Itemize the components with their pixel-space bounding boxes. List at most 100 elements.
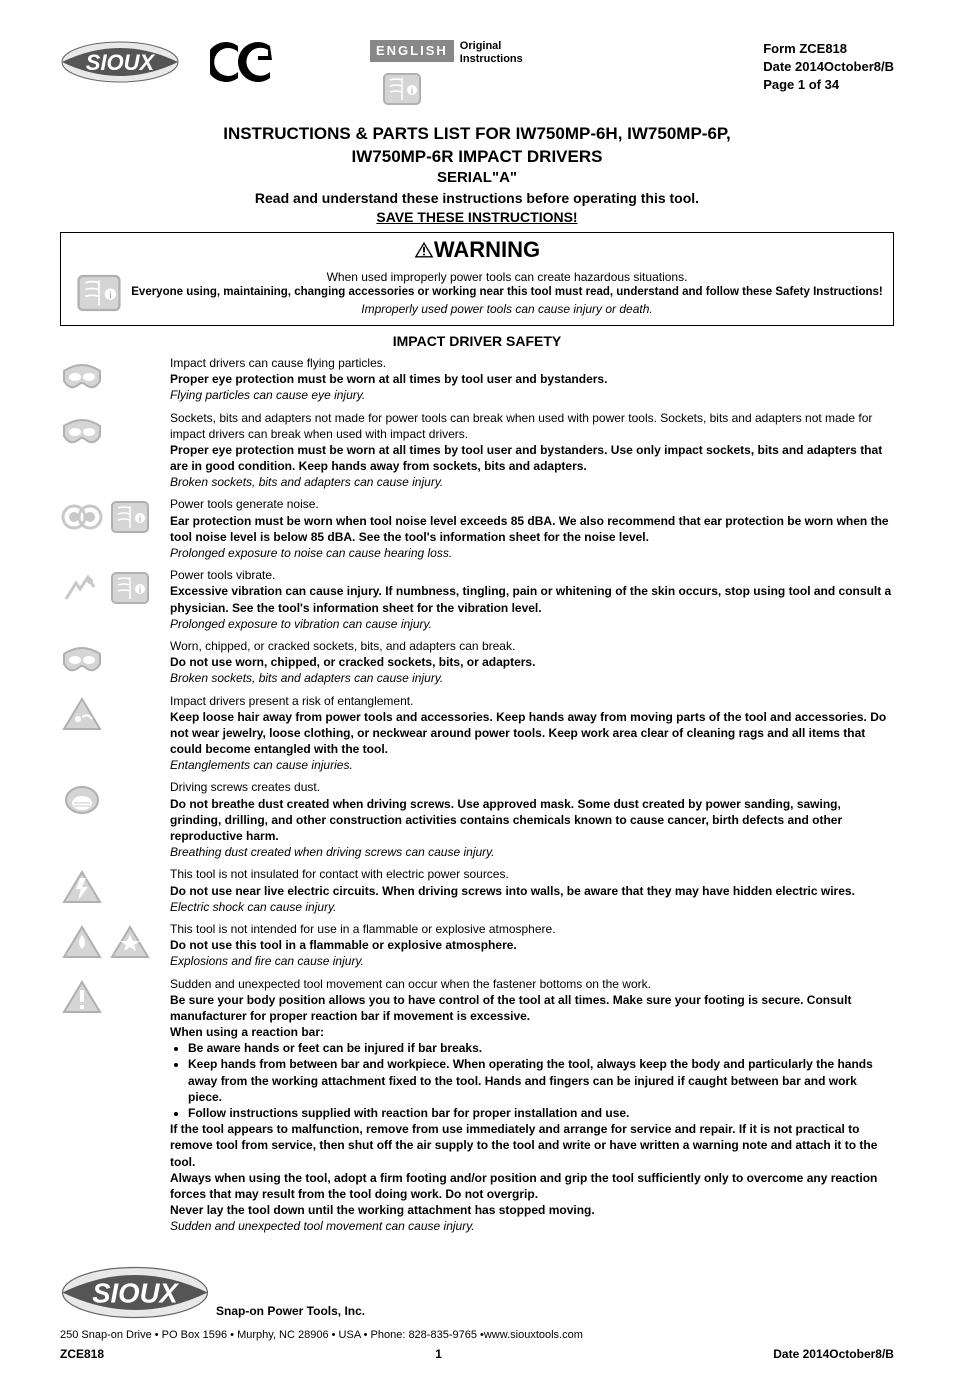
footer-pageno: 1 [435,1346,442,1362]
safety-bold: Keep loose hair away from power tools an… [170,709,894,758]
warning-manual-icon [69,269,129,317]
vibration-icon [60,569,104,607]
language-block: ENGLISH Original Instructions [370,40,523,113]
safety-bold: Proper eye protection must be worn at al… [170,371,894,387]
safety-icons [60,921,170,970]
safety-bold: Excessive vibration can cause injury. If… [170,583,894,615]
goggles-icon [60,640,104,678]
manual-icon [108,498,152,536]
safety-bold: Do not use near live electric circuits. … [170,883,894,899]
electric-icon [60,868,104,906]
safety-item: This tool is not intended for use in a f… [60,921,894,970]
reaction-bold3: If the tool appears to malfunction, remo… [170,1121,894,1170]
goggles-icon [60,357,104,395]
safety-text: This tool is not insulated for contact w… [170,866,894,915]
form-date: Date 2014October8/B [763,58,894,76]
footer-form: ZCE818 [60,1346,104,1362]
safety-bold: Proper eye protection must be worn at al… [170,442,894,474]
page-header: ENGLISH Original Instructions Form ZCE81… [60,40,894,113]
safety-text: Driving screws creates dust.Do not breat… [170,779,894,860]
title-line1: INSTRUCTIONS & PARTS LIST FOR IW750MP-6H… [60,123,894,146]
ce-mark-icon [210,40,290,88]
warning-line2: Everyone using, maintaining, changing ac… [129,285,885,301]
safety-text: Impact drivers can cause flying particle… [170,355,894,404]
reaction-italic: Sudden and unexpected tool movement can … [170,1218,894,1234]
reaction-plain: Sudden and unexpected tool movement can … [170,976,894,992]
safety-icons [60,355,170,404]
safety-icons [60,496,170,561]
mask-icon [60,781,104,819]
safety-bold: Do not use worn, chipped, or cracked soc… [170,654,894,670]
safety-plain: This tool is not insulated for contact w… [170,866,894,882]
warning-title: WARNING [61,233,893,265]
safety-plain: Impact drivers present a risk of entangl… [170,693,894,709]
footer-logo [60,1265,210,1320]
safety-italic: Prolonged exposure to noise can cause he… [170,545,894,561]
safety-icons [60,567,170,632]
section-title: IMPACT DRIVER SAFETY [60,332,894,351]
safety-italic: Broken sockets, bits and adapters can ca… [170,670,894,686]
reaction-bold4: Always when using the tool, adopt a firm… [170,1170,894,1202]
safety-plain: Sockets, bits and adapters not made for … [170,410,894,442]
safety-text: Power tools vibrate.Excessive vibration … [170,567,894,632]
warning-box: WARNING When used improperly power tools… [60,232,894,326]
safety-italic: Explosions and fire can cause injury. [170,953,894,969]
reaction-icons [60,976,170,1235]
footer-company: Snap-on Power Tools, Inc. [216,1303,365,1319]
safety-plain: Power tools generate noise. [170,496,894,512]
safety-italic: Prolonged exposure to vibration can caus… [170,616,894,632]
safety-item: Power tools generate noise.Ear protectio… [60,496,894,561]
safety-item: Sockets, bits and adapters not made for … [60,410,894,491]
lang-sub2: Instructions [460,53,523,65]
reaction-text: Sudden and unexpected tool movement can … [170,976,894,1235]
brand-logo [60,40,180,88]
manual-icon [108,569,152,607]
safety-item: This tool is not insulated for contact w… [60,866,894,915]
safety-plain: Power tools vibrate. [170,567,894,583]
reaction-bullet: Be aware hands or feet can be injured if… [188,1040,894,1056]
safety-item: Impact drivers present a risk of entangl… [60,693,894,774]
safety-icons [60,866,170,915]
reaction-bullets: Be aware hands or feet can be injured if… [188,1040,894,1121]
reaction-bullet: Follow instructions supplied with reacti… [188,1105,894,1121]
safety-italic: Broken sockets, bits and adapters can ca… [170,474,894,490]
title-block: INSTRUCTIONS & PARTS LIST FOR IW750MP-6H… [60,123,894,227]
safety-text: Worn, chipped, or cracked sockets, bits,… [170,638,894,687]
safety-item: Power tools vibrate.Excessive vibration … [60,567,894,632]
entangle-icon [60,695,104,733]
safety-text: Power tools generate noise.Ear protectio… [170,496,894,561]
safety-icons [60,779,170,860]
form-id: Form ZCE818 [763,40,894,58]
footer-date: Date 2014October8/B [773,1346,894,1362]
lang-sub1: Original [460,40,502,52]
reaction-bullet: Keep hands from between bar and workpiec… [188,1056,894,1105]
safety-italic: Flying particles can cause eye injury. [170,387,894,403]
reaction-bold2: When using a reaction bar: [170,1024,894,1040]
safety-icons [60,638,170,687]
page-footer: Snap-on Power Tools, Inc. 250 Snap-on Dr… [60,1265,894,1363]
safety-italic: Electric shock can cause injury. [170,899,894,915]
safety-plain: This tool is not intended for use in a f… [170,921,894,937]
fire-icon [60,923,104,961]
safety-italic: Entanglements can cause injuries. [170,757,894,773]
safety-icons [60,410,170,491]
safety-icons [60,693,170,774]
safety-plain: Impact drivers can cause flying particle… [170,355,894,371]
safety-bold: Do not use this tool in a flammable or e… [170,937,894,953]
title-line2: IW750MP-6R IMPACT DRIVERS [60,146,894,169]
safety-text: This tool is not intended for use in a f… [170,921,894,970]
goggles-icon [60,412,104,450]
safety-plain: Driving screws creates dust. [170,779,894,795]
title-serial: SERIAL"A" [60,168,894,188]
title-save: SAVE THESE INSTRUCTIONS! [60,208,894,227]
title-read: Read and understand these instructions b… [60,189,894,208]
explosion-icon [108,923,152,961]
safety-list: Impact drivers can cause flying particle… [60,355,894,970]
reaction-bold1: Be sure your body position allows you to… [170,992,894,1024]
form-page: Page 1 of 34 [763,76,894,94]
safety-item: Worn, chipped, or cracked sockets, bits,… [60,638,894,687]
safety-italic: Breathing dust created when driving scre… [170,844,894,860]
safety-text: Impact drivers present a risk of entangl… [170,693,894,774]
safety-item: Impact drivers can cause flying particle… [60,355,894,404]
manual-icon [380,70,523,112]
